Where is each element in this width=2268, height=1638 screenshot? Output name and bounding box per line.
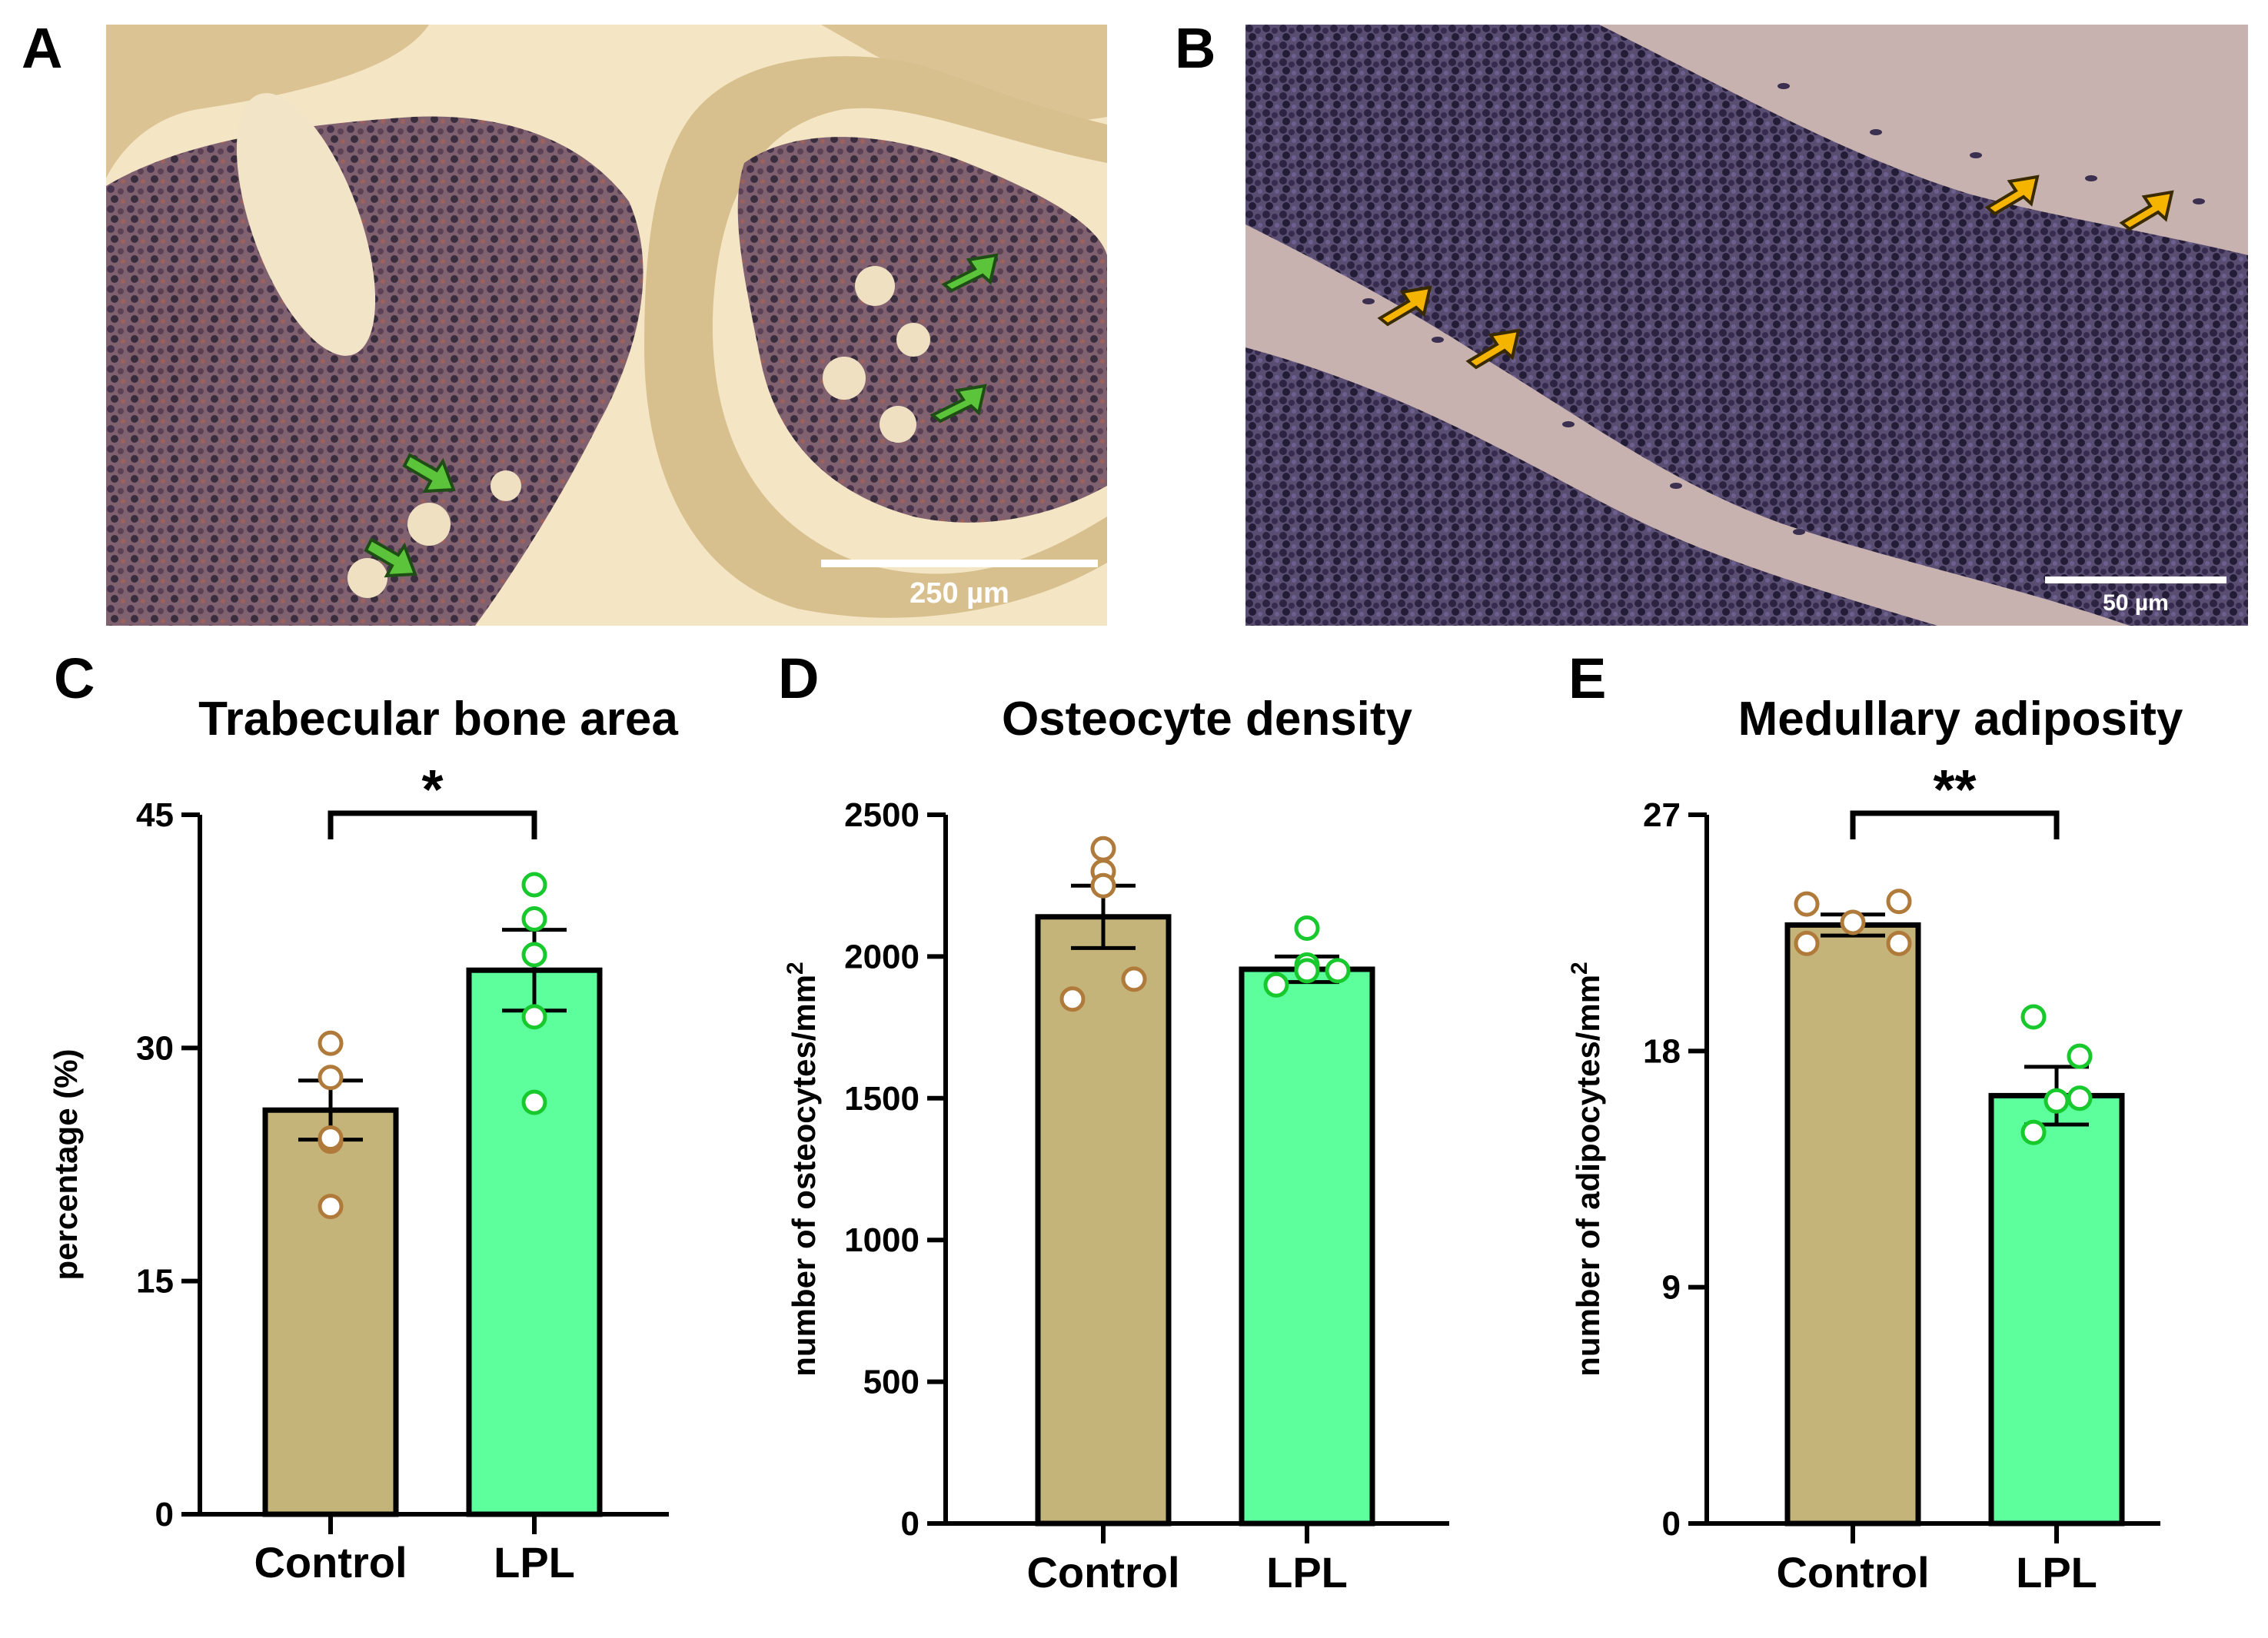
chart-c: 0 15 30 45 Control LPL percentage (%) * (0, 738, 738, 1638)
chart-c-point-control-1 (318, 1065, 344, 1091)
chart-e-bar-control (1784, 922, 1921, 1527)
scale-bar-b (2045, 576, 2226, 583)
chart-d-ytick-label-3: 1500 (844, 1080, 920, 1118)
chart-d-point-control-3 (1121, 966, 1147, 992)
chart-e-bar-lpl (1988, 1092, 2125, 1527)
panel-letter-b: B (1175, 16, 1216, 80)
chart-d-point-control-4 (1059, 986, 1086, 1012)
chart-c-significance-label: * (421, 759, 443, 821)
chart-c-svg: 0 15 30 45 Control LPL percentage (%) * (48, 759, 669, 1587)
green-arrow-group (364, 253, 999, 578)
chart-c-point-control-3 (318, 1194, 344, 1220)
panel-letter-d: D (778, 646, 820, 710)
chart-e-point-lpl-3 (2067, 1085, 2093, 1111)
micrograph-a-image: 250 µm (106, 25, 1107, 626)
chart-d-bar-control (1035, 914, 1172, 1527)
chart-e-significance-bracket (1850, 810, 2060, 839)
chart-e-xtick-label-control: Control (1776, 1548, 1929, 1596)
chart-d-ytick-label-2: 1000 (844, 1221, 920, 1259)
chart-e-point-lpl-2 (2044, 1088, 2070, 1114)
chart-e-point-lpl-4 (2020, 1119, 2047, 1145)
chart-c-point-lpl-3 (521, 1004, 547, 1030)
micrograph-a: 250 µm (106, 25, 1107, 626)
chart-d-point-control-0 (1090, 836, 1116, 862)
chart-d-point-lpl-3 (1325, 958, 1351, 984)
chart-c-point-lpl-1 (521, 905, 547, 932)
micrograph-b: 50 µm (1245, 25, 2248, 626)
scale-label-b: 50 µm (2103, 590, 2169, 616)
chart-c-ytick-label-1: 15 (136, 1263, 174, 1301)
chart-c-ylabel: percentage (%) (48, 1048, 84, 1280)
chart-c-point-lpl-4 (521, 1089, 547, 1115)
chart-e-ylabel: number of adipocytes/mm2 (1567, 962, 1606, 1376)
chart-c-xtick-label-lpl: LPL (494, 1538, 575, 1587)
chart-d-ytick-label-4: 2000 (844, 938, 920, 975)
chart-e-point-control-3 (1886, 930, 1912, 956)
chart-c-point-control-0 (318, 1030, 344, 1056)
chart-d-ytick-label-0: 0 (901, 1505, 920, 1543)
chart-e-xtick-label-lpl: LPL (2016, 1548, 2097, 1596)
chart-e-point-control-1 (1886, 889, 1912, 915)
chart-c-ytick-label-0: 0 (155, 1496, 174, 1533)
chart-c-point-lpl-0 (521, 872, 547, 898)
chart-d-point-lpl-2 (1294, 958, 1320, 984)
chart-e-significance-label: ** (1933, 759, 1976, 821)
chart-e-ytick-label-0: 0 (1662, 1505, 1681, 1543)
chart-title-e: Medullary adiposity (1738, 693, 2183, 746)
chart-c-ytick-label-3: 45 (136, 796, 174, 834)
chart-c-bar-control (262, 1107, 399, 1517)
chart-e-point-control-0 (1794, 891, 1820, 917)
panel-letter-a: A (22, 16, 63, 80)
chart-d-point-lpl-0 (1294, 915, 1320, 942)
scale-bar-a (821, 560, 1098, 567)
chart-c-xtick-label-control: Control (254, 1538, 407, 1587)
chart-d-ytick-label-5: 2500 (844, 796, 920, 834)
chart-d-xtick-label-control: Control (1026, 1548, 1179, 1596)
chart-e-point-lpl-0 (2020, 1004, 2047, 1030)
chart-d-ylabel-superscript: 2 (783, 962, 808, 975)
micrograph-b-image: 50 µm (1245, 25, 2248, 626)
chart-e-point-control-4 (1794, 930, 1820, 956)
chart-e-ytick-label-1: 9 (1662, 1269, 1681, 1307)
chart-e-point-control-2 (1840, 909, 1866, 935)
chart-d-point-control-2 (1090, 872, 1116, 899)
scale-label-a: 250 µm (910, 577, 1009, 610)
chart-e-svg: 0 9 18 27 Control LPL number of adipocytes/mm2… (1567, 759, 2160, 1596)
chart-c-ytick-label-2: 30 (136, 1029, 174, 1067)
chart-c-point-lpl-2 (521, 942, 547, 968)
chart-e: 0 9 18 27 Control LPL number of adipocytes/mm2… (1522, 738, 2268, 1638)
chart-e-point-lpl-1 (2067, 1043, 2093, 1069)
panel-letter-c: C (54, 646, 95, 710)
chart-title-d: Osteocyte density (1001, 693, 1413, 746)
chart-d-bar-lpl (1239, 966, 1375, 1527)
chart-d-xtick-label-lpl: LPL (1266, 1548, 1348, 1596)
chart-e-ytick-label-2: 18 (1643, 1032, 1681, 1070)
chart-c-significance-bracket (328, 810, 537, 839)
chart-d-svg: 0 500 1000 1500 2000 2500 Control LPL number of … (783, 796, 1449, 1596)
chart-d-ytick-label-1: 500 (863, 1364, 920, 1401)
chart-title-c: Trabecular bone area (198, 693, 678, 746)
chart-d-point-lpl-4 (1263, 972, 1289, 998)
yellow-arrow-group (1377, 174, 2174, 370)
chart-e-ylabel-superscript: 2 (1567, 962, 1592, 975)
chart-e-ytick-label-3: 27 (1643, 796, 1681, 834)
panel-letter-e: E (1568, 646, 1607, 710)
chart-d: 0 500 1000 1500 2000 2500 Control LPL number of … (738, 738, 1522, 1638)
chart-c-point-control-4 (318, 1125, 344, 1151)
chart-c-bar-lpl (466, 967, 603, 1517)
chart-d-ylabel: number of osteocytes/mm2 (783, 962, 822, 1376)
